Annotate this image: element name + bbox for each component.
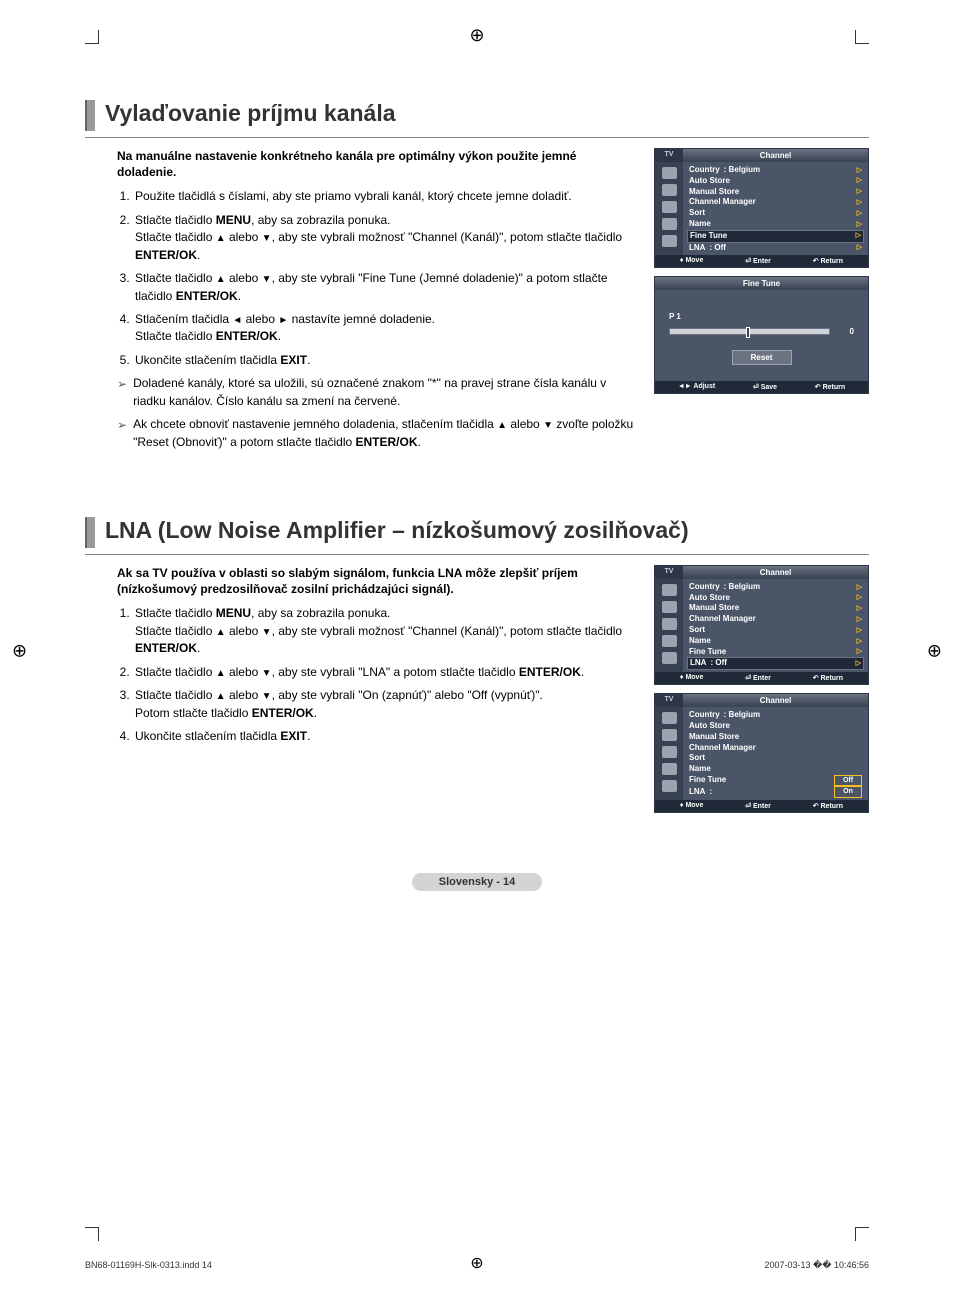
heading-bar: [85, 517, 95, 548]
note: ➢Ak chcete obnoviť nastavenie jemného do…: [117, 416, 634, 451]
step: Stlačte tlačidlo ▲ alebo ▼, aby ste vybr…: [133, 270, 634, 305]
heading-underline: [85, 137, 869, 138]
note: ➢Doladené kanály, ktoré sa uložili, sú o…: [117, 375, 634, 410]
step: Stlačte tlačidlo ▲ alebo ▼, aby ste vybr…: [133, 687, 634, 722]
section-heading: Vylaďovanie príjmu kanála: [105, 100, 869, 131]
footer-file: BN68-01169H-Slk-0313.indd 14: [85, 1260, 212, 1271]
osd-channel-menu-lna: TVChannel Country: Belgium▷ Auto Store▷ …: [654, 565, 869, 685]
section-heading: LNA (Low Noise Amplifier – nízkošumový z…: [105, 517, 869, 548]
reset-button: Reset: [732, 350, 792, 365]
registration-mark-bottom: ⊕: [470, 1253, 483, 1273]
note-icon: ➢: [117, 417, 127, 451]
intro-text: Ak sa TV používa v oblasti so slabým sig…: [117, 565, 634, 597]
step-list: Stlačte tlačidlo MENU, aby sa zobrazila …: [133, 605, 634, 745]
step: Stlačením tlačidla ◄ alebo ► nastavíte j…: [133, 311, 634, 346]
heading-underline: [85, 554, 869, 555]
crop-mark: [855, 1227, 869, 1241]
step: Stlačte tlačidlo ▲ alebo ▼, aby ste vybr…: [133, 664, 634, 682]
note-icon: ➢: [117, 376, 127, 410]
footer-timestamp: 2007-03-13 �� 10:46:56: [764, 1260, 869, 1271]
osd-channel-menu: TVChannel Country: Belgium▷ Auto Store▷ …: [654, 148, 869, 268]
step-list: Použite tlačidlá s číslami, aby ste pria…: [133, 188, 634, 369]
step: Ukončite stlačením tlačidla EXIT.: [133, 352, 634, 369]
osd-fine-tune: Fine Tune P 1 0 Reset ◄► Adjust⏎ Save↶ R…: [654, 276, 869, 394]
step: Ukončite stlačením tlačidla EXIT.: [133, 728, 634, 745]
crop-mark: [85, 1227, 99, 1241]
step: Stlačte tlačidlo MENU, aby sa zobrazila …: [133, 605, 634, 657]
heading-bar: [85, 100, 95, 131]
step: Použite tlačidlá s číslami, aby ste pria…: [133, 188, 634, 205]
page-badge: Slovensky - 14: [412, 873, 542, 891]
osd-channel-menu-lna-options: TVChannel Country: Belgium Auto Store Ma…: [654, 693, 869, 813]
intro-text: Na manuálne nastavenie konkrétneho kanál…: [117, 148, 634, 180]
step: Stlačte tlačidlo MENU, aby sa zobrazila …: [133, 212, 634, 264]
